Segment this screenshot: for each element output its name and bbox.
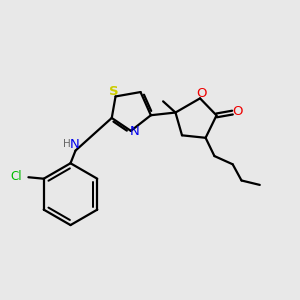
- Text: O: O: [196, 87, 206, 100]
- Text: S: S: [109, 85, 119, 98]
- Text: Cl: Cl: [10, 170, 22, 183]
- Text: O: O: [232, 105, 243, 118]
- Text: H: H: [63, 139, 70, 149]
- Text: N: N: [70, 138, 79, 151]
- Text: N: N: [130, 125, 139, 138]
